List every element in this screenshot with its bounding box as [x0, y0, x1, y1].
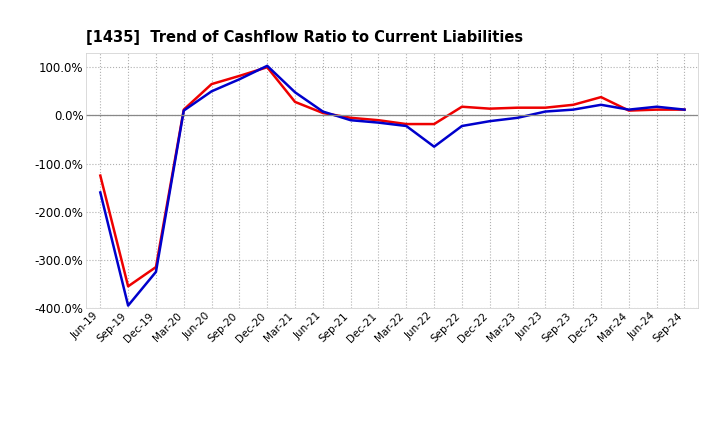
Operating CF to Current Liabilities — [402, 121, 410, 127]
Free CF to Current Liabilities — [235, 77, 243, 82]
Free CF to Current Liabilities — [513, 115, 522, 121]
Line: Free CF to Current Liabilities: Free CF to Current Liabilities — [100, 66, 685, 306]
Free CF to Current Liabilities — [124, 303, 132, 308]
Operating CF to Current Liabilities — [458, 104, 467, 110]
Free CF to Current Liabilities — [374, 120, 383, 125]
Operating CF to Current Liabilities — [291, 99, 300, 105]
Operating CF to Current Liabilities — [374, 117, 383, 123]
Free CF to Current Liabilities — [346, 117, 355, 123]
Operating CF to Current Liabilities — [569, 102, 577, 107]
Operating CF to Current Liabilities — [597, 95, 606, 100]
Free CF to Current Liabilities — [652, 104, 661, 110]
Operating CF to Current Liabilities — [207, 81, 216, 87]
Free CF to Current Liabilities — [291, 90, 300, 95]
Free CF to Current Liabilities — [680, 107, 689, 112]
Free CF to Current Liabilities — [263, 63, 271, 69]
Operating CF to Current Liabilities — [318, 110, 327, 116]
Operating CF to Current Liabilities — [263, 65, 271, 70]
Free CF to Current Liabilities — [318, 109, 327, 114]
Operating CF to Current Liabilities — [485, 106, 494, 111]
Operating CF to Current Liabilities — [652, 107, 661, 112]
Free CF to Current Liabilities — [624, 107, 633, 112]
Free CF to Current Liabilities — [96, 190, 104, 195]
Free CF to Current Liabilities — [597, 102, 606, 107]
Operating CF to Current Liabilities — [430, 121, 438, 127]
Free CF to Current Liabilities — [458, 123, 467, 128]
Operating CF to Current Liabilities — [179, 107, 188, 112]
Free CF to Current Liabilities — [179, 108, 188, 113]
Operating CF to Current Liabilities — [624, 108, 633, 113]
Free CF to Current Liabilities — [430, 144, 438, 149]
Free CF to Current Liabilities — [541, 109, 550, 114]
Free CF to Current Liabilities — [207, 89, 216, 94]
Text: [1435]  Trend of Cashflow Ratio to Current Liabilities: [1435] Trend of Cashflow Ratio to Curren… — [86, 29, 523, 45]
Operating CF to Current Liabilities — [235, 73, 243, 79]
Operating CF to Current Liabilities — [96, 173, 104, 178]
Free CF to Current Liabilities — [402, 123, 410, 128]
Free CF to Current Liabilities — [152, 269, 161, 275]
Operating CF to Current Liabilities — [346, 115, 355, 121]
Operating CF to Current Liabilities — [124, 284, 132, 289]
Line: Operating CF to Current Liabilities: Operating CF to Current Liabilities — [100, 67, 685, 286]
Operating CF to Current Liabilities — [541, 105, 550, 110]
Operating CF to Current Liabilities — [680, 107, 689, 112]
Free CF to Current Liabilities — [569, 107, 577, 112]
Free CF to Current Liabilities — [485, 118, 494, 124]
Operating CF to Current Liabilities — [513, 105, 522, 110]
Operating CF to Current Liabilities — [152, 264, 161, 270]
